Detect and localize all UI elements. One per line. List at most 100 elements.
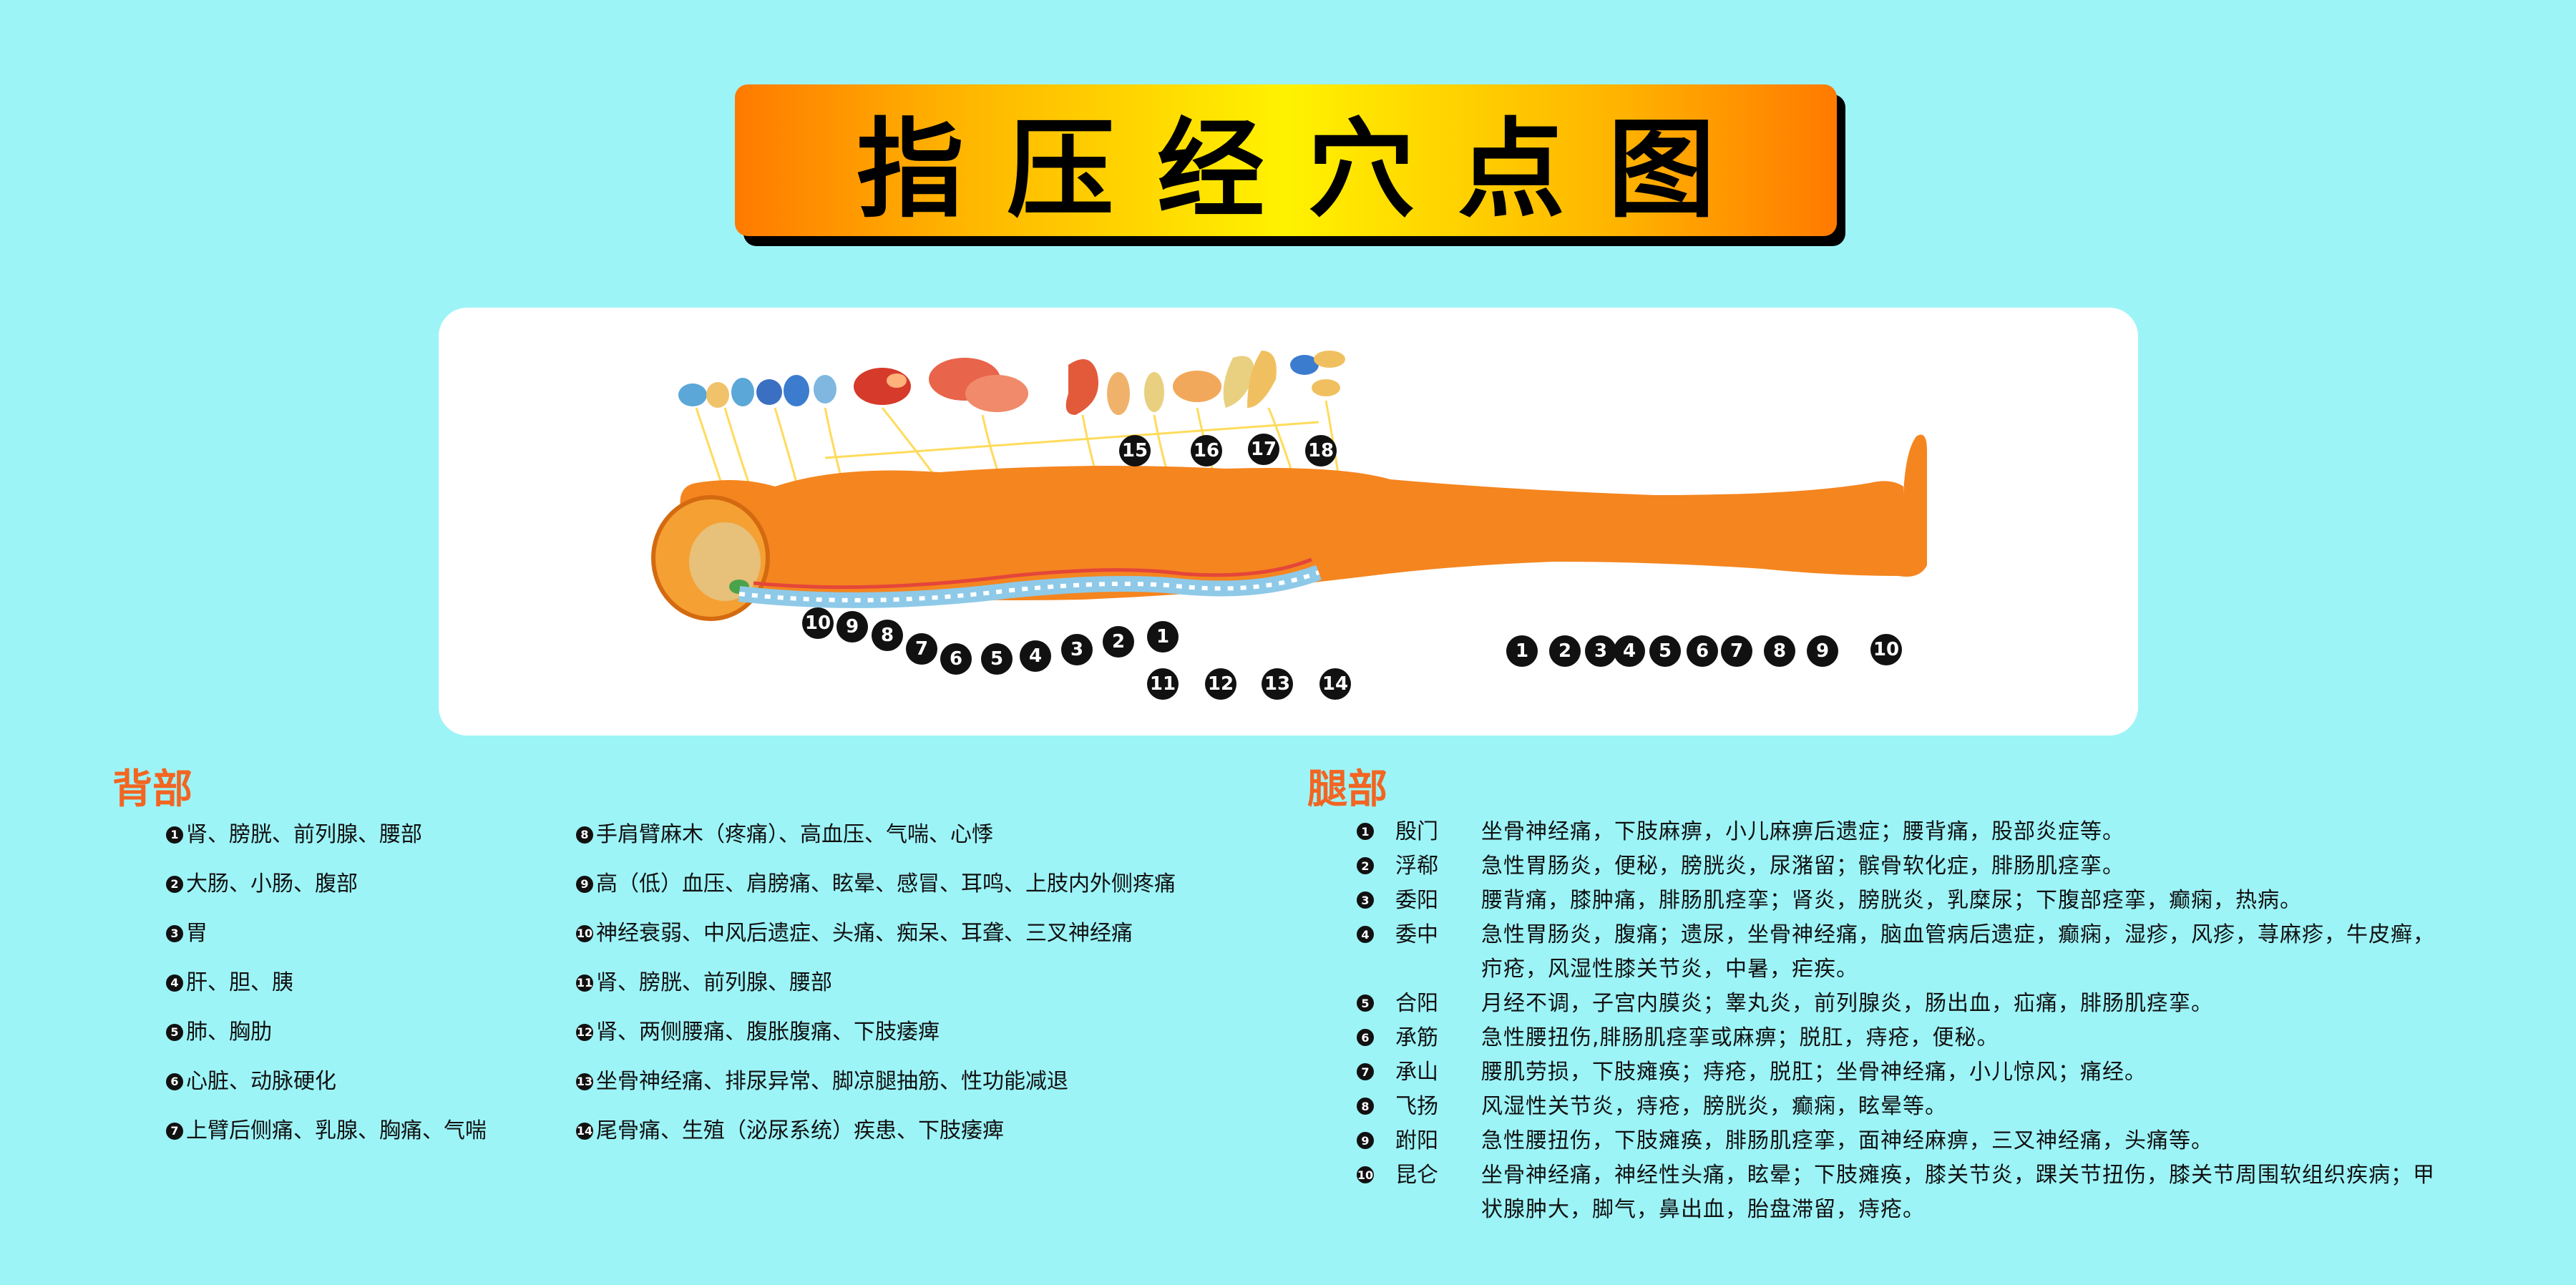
acupoint-marker: 17	[1248, 434, 1279, 465]
acupoint-name: 承山	[1395, 1060, 1438, 1085]
acupoint-description: 腰背痛，膝肿痛，腓肠肌痉挛；肾炎，膀胱炎，乳糜尿；下腹部痉挛，癫痫，热病。	[1481, 888, 2302, 913]
acupoint-name: 飞扬	[1395, 1094, 1438, 1119]
acupoint-marker-label: 14	[1322, 673, 1348, 695]
leg-table-row: 8 飞扬 风湿性关节炎，痔疮，膀胱炎，癫痫，眩晕等。	[1357, 1090, 2537, 1124]
acupoint-marker: 18	[1305, 435, 1337, 466]
acupoint-name: 委中	[1395, 922, 1438, 947]
acupoint-name: 合阳	[1395, 991, 1438, 1016]
item-number-badge: 4	[1357, 926, 1374, 943]
back-section-title: 背部	[112, 766, 192, 813]
back-item-text: 心脏、动脉硬化	[186, 1069, 336, 1094]
acupoint-marker: 9	[836, 611, 868, 642]
acupoint-description: 急性胃肠炎，便秘，膀胱炎，尿潴留；髌骨软化症，腓肠肌痉挛。	[1481, 854, 2124, 879]
title-banner: 指压经穴点图	[735, 84, 1845, 246]
item-number-badge: 4	[166, 974, 183, 992]
back-item-text: 肾、膀胱、前列腺、腰部	[186, 822, 422, 847]
leg-table-row: 1 殷门 坐骨神经痛，下肢麻痹，小儿麻痹后遗症；腰背痛，股部炎症等。	[1357, 815, 2537, 849]
acupoint-marker: 1	[1506, 635, 1538, 667]
acupoint-marker: 11	[1147, 668, 1179, 700]
acupoint-marker: 4	[1020, 640, 1051, 672]
leg-section-title: 腿部	[1307, 766, 1387, 813]
acupoint-marker-label: 17	[1251, 439, 1277, 460]
acupoint-marker: 9	[1807, 635, 1838, 667]
back-list-column-1: 1 肾、膀胱、前列腺、腰部 2 大肠、小肠、腹部 3 胃 4 肝、胆、胰 5 肺、胸肋 6 心脏、动脉…	[166, 810, 487, 1155]
leg-acupoint-table: 1 殷门 坐骨神经痛，下肢麻痹，小儿麻痹后遗症；腰背痛，股部炎症等。 2 浮郗 急性胃肠炎…	[1357, 815, 2537, 1227]
acupoint-marker: 2	[1103, 626, 1134, 658]
acupoint-marker-label: 8	[881, 625, 894, 646]
item-number-badge: 6	[166, 1073, 183, 1090]
back-item-text: 手肩臂麻木（疼痛）、高血压、气喘、心悸	[596, 822, 993, 847]
back-list-item: 9 高（低）血压、肩膀痛、眩晕、感冒、耳鸣、上肢内外侧疼痛	[576, 859, 1176, 909]
leg-table-row: 6 承筋 急性腰扭伤,腓肠肌痉挛或麻痹；脱肛，痔疮，便秘。	[1357, 1021, 2537, 1055]
acupoint-name: 跗阳	[1395, 1128, 1438, 1153]
back-item-text: 上臂后侧痛、乳腺、胸痛、气喘	[186, 1118, 487, 1143]
acupoint-description: 风湿性关节炎，痔疮，膀胱炎，癫痫，眩晕等。	[1481, 1094, 1947, 1119]
item-number-badge: 7	[1357, 1063, 1374, 1080]
acupoint-name: 浮郗	[1395, 854, 1438, 879]
back-item-text: 胃	[186, 921, 208, 946]
organs-illustration	[678, 351, 1345, 415]
acupoint-marker-label: 10	[1873, 639, 1899, 660]
back-item-text: 坐骨神经痛、排尿异常、脚凉腿抽筋、性功能减退	[596, 1069, 1068, 1094]
diagram-panel: 15 16 17 18 10 9 8 7 6 5 4 3 2 1 11 12 13 14 1 2 3 4 5 6 7 8 9 10	[439, 308, 2138, 736]
title-banner-face: 指压经穴点图	[735, 84, 1837, 236]
item-number-badge: 11	[576, 974, 593, 992]
acupoint-marker-label: 6	[1696, 640, 1709, 662]
acupoint-marker-label: 16	[1194, 440, 1219, 461]
acupoint-marker: 10	[802, 607, 834, 639]
item-number-badge: 5	[1357, 995, 1374, 1012]
item-number-badge: 8	[576, 826, 593, 844]
acupoint-marker: 15	[1119, 435, 1151, 466]
acupoint-marker: 12	[1205, 668, 1236, 700]
back-list-item: 14 尾骨痛、生殖（泌尿系统）疾患、下肢痿痺	[576, 1106, 1176, 1155]
acupoint-description: 急性腰扭伤，下肢瘫痪，腓肠肌痉挛，面神经麻痹，三叉神经痛，头痛等。	[1481, 1128, 2213, 1153]
acupoint-marker-label: 3	[1594, 640, 1607, 662]
leg-table-row: 5 合阳 月经不调，子宫内膜炎；睾丸炎，前列腺炎，肠出血，疝痛，腓肠肌痉挛。	[1357, 987, 2537, 1021]
acupoint-marker-label: 9	[1816, 640, 1829, 662]
item-number-badge: 1	[1357, 823, 1374, 840]
acupoint-description: 坐骨神经痛，下肢麻痹，小儿麻痹后遗症；腰背痛，股部炎症等。	[1481, 819, 2124, 844]
back-item-text: 肝、胆、胰	[186, 970, 293, 995]
back-item-text: 尾骨痛、生殖（泌尿系统）疾患、下肢痿痺	[596, 1118, 1004, 1143]
back-list-item: 4 肝、胆、胰	[166, 958, 487, 1007]
acupoint-marker: 7	[906, 633, 937, 665]
acupoint-marker-label: 6	[950, 648, 962, 670]
acupoint-marker-label: 10	[805, 612, 831, 634]
item-number-badge: 8	[1357, 1098, 1374, 1115]
acupoint-name: 承筋	[1395, 1025, 1438, 1050]
acupoint-marker: 8	[1764, 635, 1795, 667]
acupoint-marker: 6	[940, 643, 972, 675]
acupoint-marker-label: 5	[990, 648, 1003, 670]
acupoint-marker-label: 2	[1558, 640, 1571, 662]
item-number-badge: 6	[1357, 1029, 1374, 1046]
item-number-badge: 9	[1357, 1132, 1374, 1149]
acupoint-name: 昆仑	[1395, 1163, 1438, 1188]
leg-table-row: 3 委阳 腰背痛，膝肿痛，腓肠肌痉挛；肾炎，膀胱炎，乳糜尿；下腹部痉挛，癫痫，热病。	[1357, 884, 2537, 918]
back-list-item: 8 手肩臂麻木（疼痛）、高血压、气喘、心悸	[576, 810, 1176, 859]
acupoint-marker: 4	[1614, 635, 1645, 667]
back-item-text: 大肠、小肠、腹部	[186, 871, 358, 896]
acupoint-marker-label: 4	[1029, 645, 1042, 667]
acupoint-marker: 13	[1262, 668, 1293, 700]
back-list-item: 10 神经衰弱、中风后遗症、头痛、痴呆、耳聋、三叉神经痛	[576, 909, 1176, 958]
acupoint-marker: 1	[1147, 621, 1179, 653]
acupoint-marker: 8	[872, 620, 903, 651]
acupoint-marker-label: 13	[1264, 673, 1290, 695]
acupoint-marker: 5	[1649, 635, 1681, 667]
acupoint-description: 急性胃肠炎，腹痛；遗尿，坐骨神经痛，脑血管病后遗症，癫痫，湿疹，风疹，荨麻疹，牛…	[1481, 922, 2435, 982]
item-number-badge: 5	[166, 1023, 183, 1041]
acupoint-name: 委阳	[1395, 888, 1438, 913]
acupoint-marker: 16	[1191, 435, 1222, 466]
item-number-badge: 13	[576, 1073, 593, 1090]
acupoint-marker-label: 9	[846, 616, 859, 637]
acupoint-marker: 7	[1721, 635, 1752, 667]
back-list-item: 5 肺、胸肋	[166, 1007, 487, 1057]
acupoint-marker: 6	[1687, 635, 1718, 667]
back-list-item: 13 坐骨神经痛、排尿异常、脚凉腿抽筋、性功能减退	[576, 1057, 1176, 1106]
back-item-text: 肺、胸肋	[186, 1020, 272, 1045]
item-number-badge: 14	[576, 1122, 593, 1140]
leg-table-row: 10 昆仑 坐骨神经痛，神经性头痛，眩晕；下肢瘫痪，膝关节炎，踝关节扭伤，膝关节周围…	[1357, 1158, 2537, 1227]
